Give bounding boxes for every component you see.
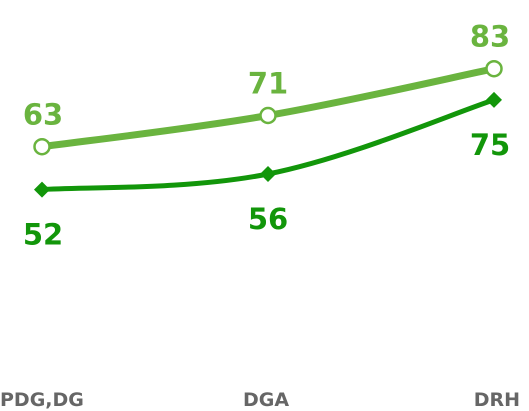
series-2-value-label-2: 56 (248, 202, 288, 236)
series-markers (33, 59, 503, 198)
series-1-point-1 (33, 137, 51, 156)
series-1-value-label-1: 63 (23, 98, 63, 132)
x-tick-label-3: DRH (474, 389, 520, 411)
series-1-point-2 (259, 106, 277, 125)
series-2-point-2 (260, 166, 276, 182)
series-1-value-label-3: 83 (470, 20, 510, 54)
series-2-point-3 (486, 91, 502, 108)
series-2-value-label-3: 75 (470, 128, 510, 162)
x-axis-tick-labels: PDG,DG DGA DRH (0, 389, 520, 411)
data-labels: 63 71 83 52 56 75 (23, 20, 510, 252)
x-tick-label-2: DGA (243, 389, 289, 411)
x-tick-label-1: PDG,DG (0, 389, 84, 411)
series-2-value-label-1: 52 (23, 218, 63, 252)
series-1-value-label-2: 71 (248, 67, 288, 101)
series-1-point-3 (485, 59, 503, 78)
series-2-point-1 (34, 181, 50, 198)
